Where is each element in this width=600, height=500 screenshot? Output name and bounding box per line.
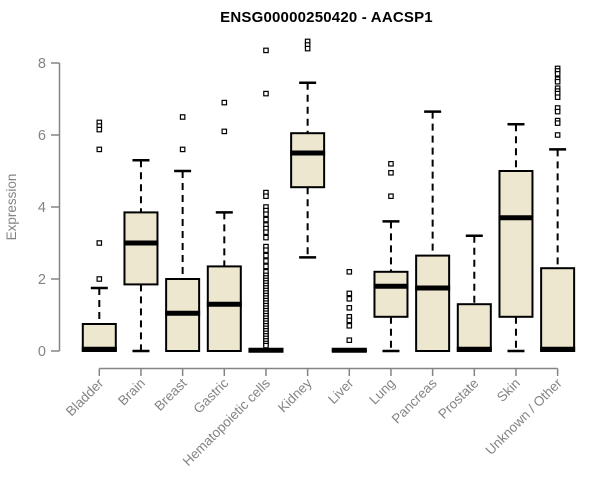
x-tick-label: Pancreas	[389, 375, 440, 426]
box-group	[540, 65, 576, 353]
box-group	[165, 114, 201, 352]
outlier-point	[263, 193, 269, 200]
x-tick-label: Breast	[152, 375, 190, 413]
iqr-box	[373, 270, 409, 318]
outlier-point	[263, 211, 269, 218]
box-group	[290, 38, 326, 259]
x-tick-label: Bladder	[63, 375, 107, 419]
y-tick-label: 8	[38, 56, 46, 72]
outlier-point	[554, 108, 561, 115]
iqr-box	[290, 132, 326, 189]
outlier-point	[346, 337, 353, 344]
outlier-point	[388, 193, 394, 200]
y-tick-label: 6	[38, 128, 46, 144]
box-group	[206, 99, 242, 352]
chart-title: ENSG00000250420 - AACSP1	[220, 9, 433, 26]
iqr-box	[81, 323, 117, 352]
outlier-point	[346, 269, 353, 275]
outlier-point	[346, 305, 353, 311]
x-tick-label: Gastric	[191, 375, 232, 416]
outlier-point	[554, 120, 561, 126]
outlier-point	[346, 296, 353, 302]
iqr-box	[123, 211, 159, 286]
outlier-point	[346, 290, 353, 297]
outlier-point	[263, 216, 269, 223]
outlier-point	[96, 126, 103, 133]
y-tick-label: 0	[38, 344, 46, 360]
outlier-point	[179, 146, 186, 153]
iqr-box	[498, 170, 534, 318]
box-group	[415, 110, 451, 353]
iqr-box	[415, 254, 451, 353]
outlier-point	[346, 317, 353, 324]
outlier-point	[96, 146, 103, 153]
box-group	[123, 158, 159, 353]
outlier-point	[263, 234, 269, 241]
outlier-point	[263, 229, 269, 236]
outlier-point	[179, 114, 186, 120]
outlier-point	[304, 45, 311, 52]
outlier-point	[263, 263, 269, 270]
box-group	[248, 47, 284, 353]
outlier-point	[554, 78, 561, 85]
outlier-point	[263, 47, 269, 54]
outlier-point	[221, 99, 228, 106]
x-tick-label: Liver	[325, 375, 357, 407]
box-group	[331, 269, 367, 353]
x-tick-label: Unknown / Other	[483, 375, 566, 458]
outlier-point	[221, 128, 228, 135]
outlier-point	[263, 342, 269, 349]
iqr-box	[206, 265, 242, 352]
x-tick-label: Skin	[494, 376, 523, 405]
y-tick-label: 4	[38, 200, 46, 216]
outlier-point	[263, 258, 269, 264]
iqr-box	[456, 303, 492, 353]
outlier-point	[346, 323, 353, 329]
x-tick-label: Brain	[115, 376, 148, 409]
box-group	[373, 161, 409, 353]
x-tick-label: Prostate	[435, 376, 481, 422]
y-axis-title: Expression	[4, 174, 19, 241]
outlier-point	[96, 240, 103, 246]
iqr-box	[540, 267, 576, 353]
outlier-point	[263, 252, 269, 259]
outlier-point	[388, 161, 394, 167]
outlier-point	[263, 247, 269, 254]
outlier-point	[554, 70, 561, 77]
y-tick-label: 2	[38, 272, 46, 288]
x-tick-label: Kidney	[275, 375, 315, 415]
outlier-point	[554, 94, 561, 101]
y-axis: 0 2 4 6 8 Expression	[4, 56, 61, 360]
outlier-point	[263, 90, 269, 97]
box-group	[498, 122, 534, 353]
x-tick-label: Lung	[366, 376, 398, 408]
outlier-point	[554, 132, 561, 138]
outlier-point	[96, 276, 103, 282]
outlier-point	[388, 170, 394, 176]
box-group	[81, 119, 117, 352]
box-group	[456, 234, 492, 353]
